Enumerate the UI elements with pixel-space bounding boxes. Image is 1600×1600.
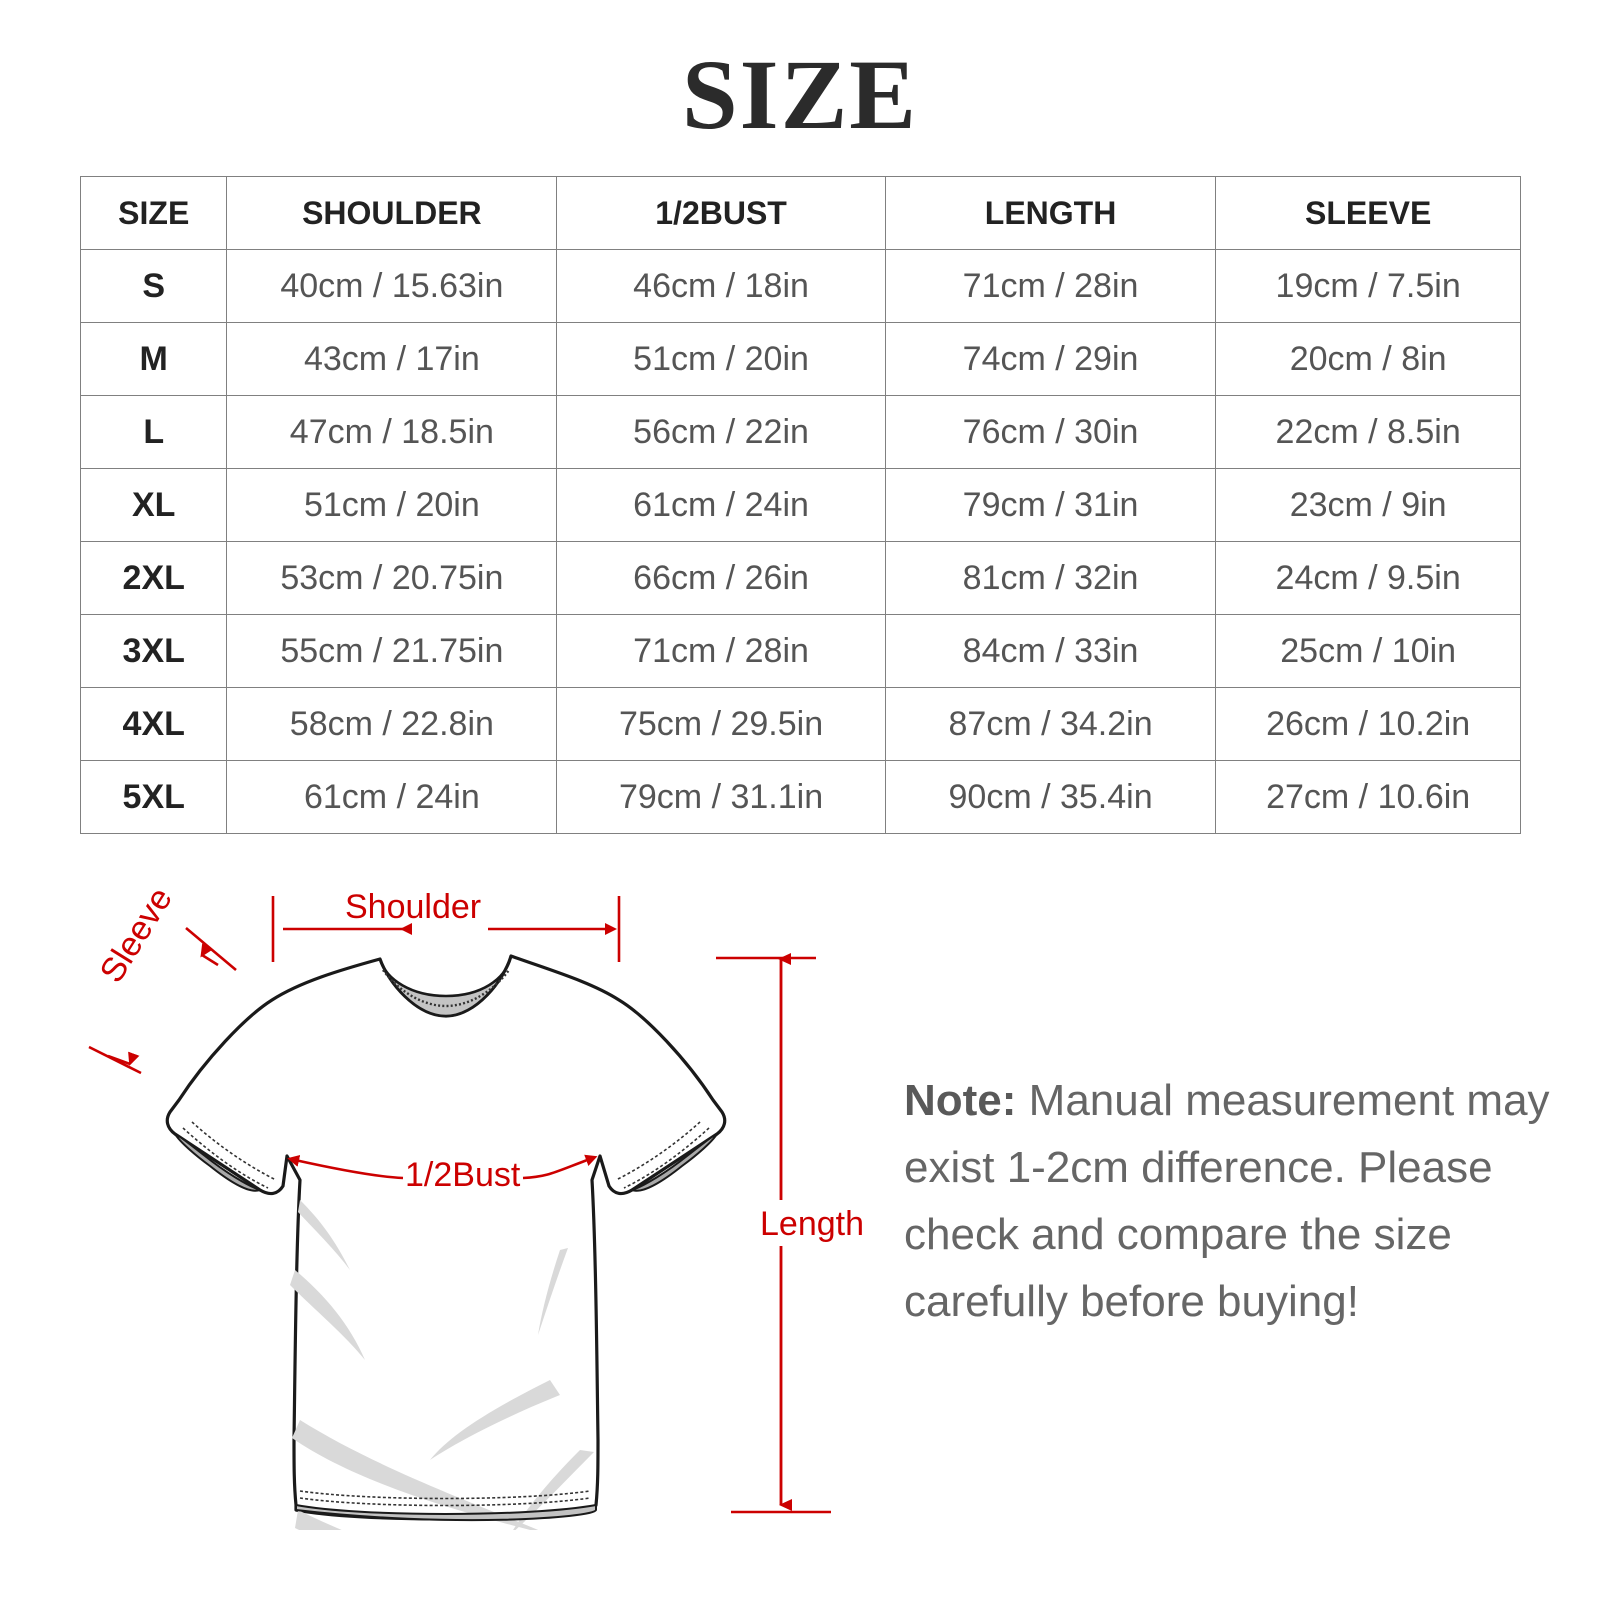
svg-text:Sleeve: Sleeve xyxy=(93,881,180,989)
svg-text:Length: Length xyxy=(760,1205,864,1243)
svg-text:1/2Bust: 1/2Bust xyxy=(405,1156,521,1194)
svg-text:Shoulder: Shoulder xyxy=(345,888,481,926)
